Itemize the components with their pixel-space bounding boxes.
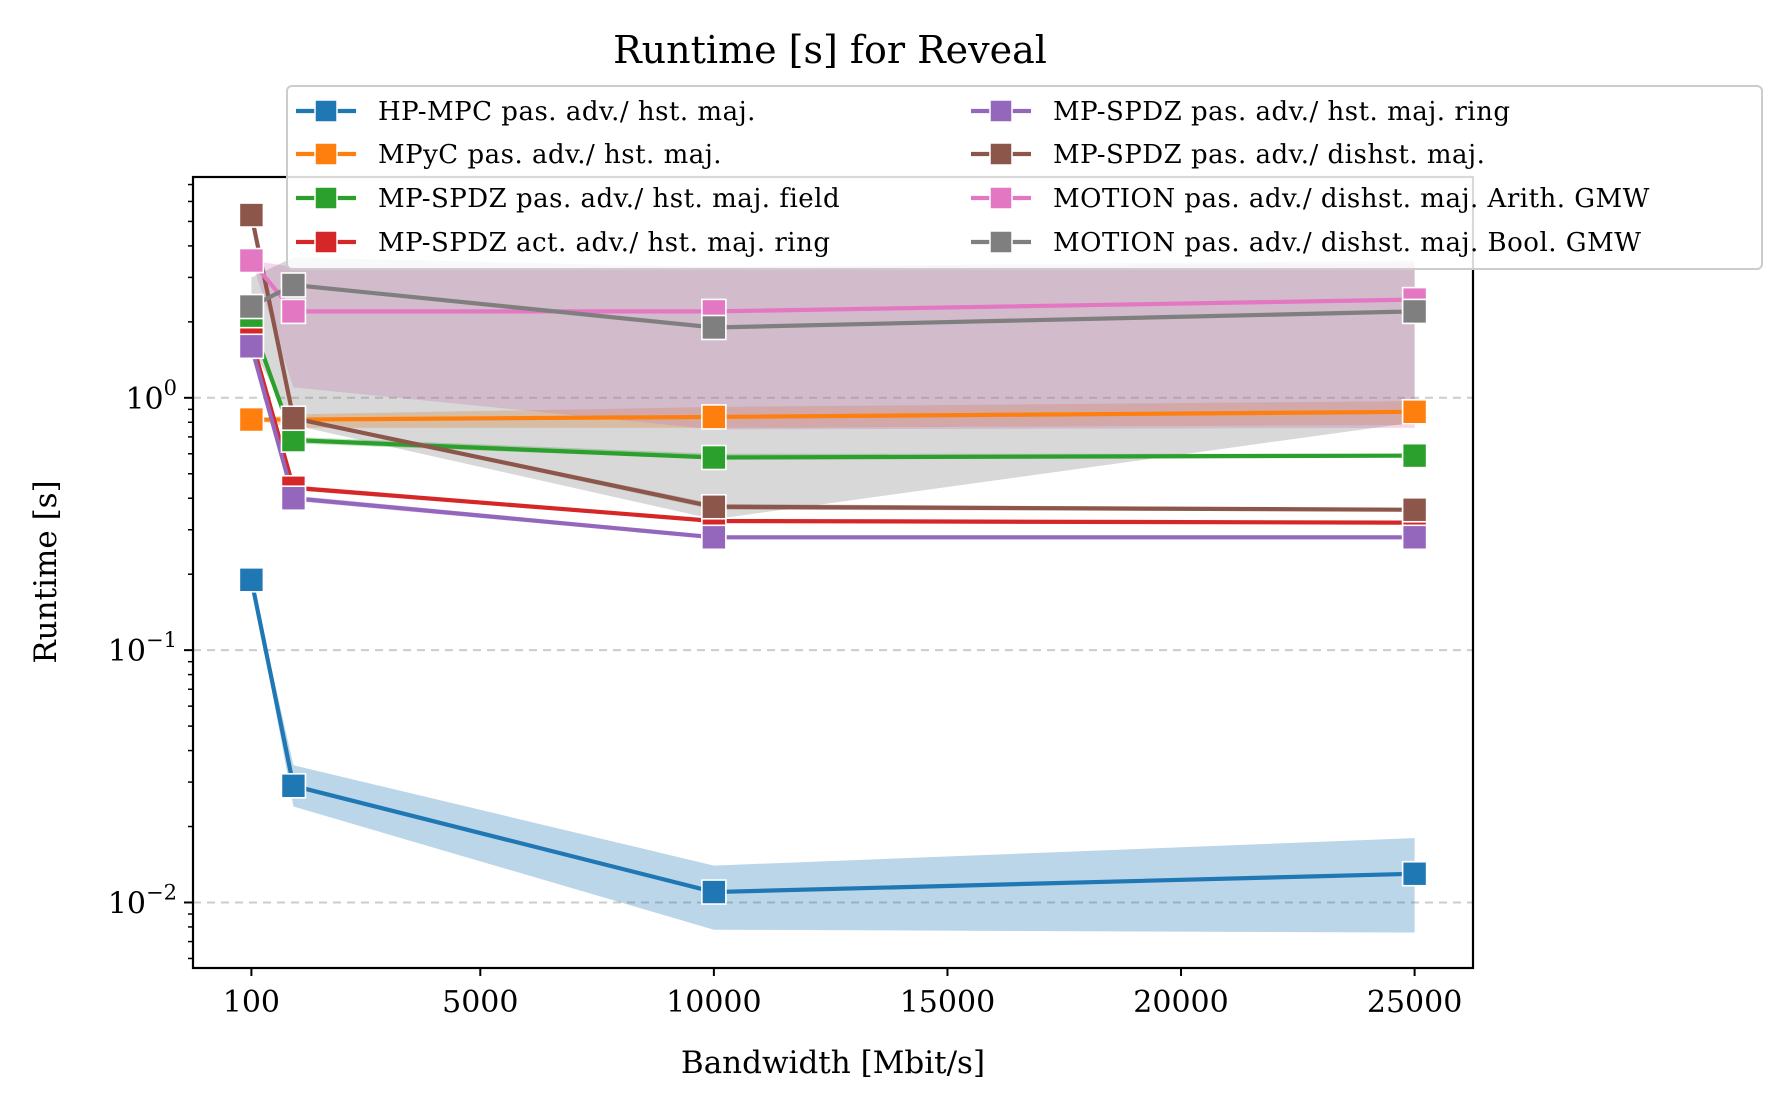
data-point-marker (280, 773, 307, 799)
y-tick-label: 10−1 (108, 628, 177, 669)
confidence-band (251, 257, 1415, 520)
x-axis-label: Bandwidth [Mbit/s] (681, 1045, 985, 1081)
series-line (249, 259, 1415, 314)
y-tick-label: 10−2 (108, 880, 177, 921)
y-tick-label: 100 (125, 376, 177, 417)
series-line (249, 214, 1415, 512)
data-point-marker (238, 406, 265, 433)
x-axis-ticks: 100 5000 10000 15000 20000 25000 (223, 968, 1462, 1020)
data-point-marker (238, 202, 265, 228)
legend-label: MP-SPDZ pas. adv./ hst. maj. ring (1053, 97, 1510, 127)
series-line (249, 339, 1415, 525)
legend-label: HP-MPC pas. adv./ hst. maj. (378, 97, 756, 127)
legend-marker (314, 230, 338, 254)
data-point-marker (1401, 298, 1428, 325)
data-point-marker (701, 493, 727, 520)
data-point-marker (238, 247, 265, 274)
data-point-marker (238, 333, 265, 360)
data-point-marker (701, 314, 727, 341)
confidence-band (251, 321, 1415, 460)
plot-area (191, 175, 1475, 970)
x-tick-label: 15000 (900, 985, 995, 1020)
series-lines (249, 214, 1415, 895)
x-tick-label: 20000 (1133, 985, 1228, 1020)
x-tick-label: 100 (223, 985, 280, 1020)
x-tick-label: 10000 (666, 985, 761, 1020)
confidence-band (251, 579, 1415, 933)
x-tick-label: 5000 (442, 985, 518, 1020)
legend-marker (989, 186, 1013, 210)
data-point-marker (280, 405, 307, 432)
series-line (249, 321, 1415, 460)
legend-box (286, 85, 1763, 270)
data-point-marker (1401, 399, 1428, 425)
data-point-marker (701, 404, 727, 430)
data-point-marker (238, 293, 265, 320)
legend-label: MOTION pas. adv./ dishst. maj. Arith. GM… (1053, 184, 1650, 214)
legend-label: MP-SPDZ act. adv./ hst. maj. ring (378, 228, 830, 258)
legend-label: MPyC pas. adv./ hst. maj. (378, 140, 722, 170)
data-point-marker (238, 567, 265, 593)
legend-marker (989, 230, 1013, 254)
series-line (250, 282, 1415, 330)
legend-label: MP-SPDZ pas. adv./ dishst. maj. (1053, 140, 1485, 170)
data-point-marker (280, 298, 307, 325)
chart-title: Runtime [s] for Reveal (613, 28, 1047, 72)
data-point-marker (280, 272, 307, 298)
data-point-marker (280, 485, 307, 512)
legend-marker (989, 99, 1013, 123)
series-line (249, 579, 1415, 895)
data-point-marker (1401, 442, 1428, 469)
legend-marker (314, 186, 338, 210)
data-point-marker (280, 427, 307, 453)
y-axis-label: Runtime [s] (28, 480, 64, 663)
legend-label: MP-SPDZ pas. adv./ hst. maj. field (378, 184, 840, 214)
data-point-marker (701, 524, 727, 551)
legend-label: MOTION pas. adv./ dishst. maj. Bool. GMW (1053, 228, 1641, 258)
grid-lines (193, 396, 1473, 904)
legend-marker (314, 142, 338, 166)
legend-marker (989, 142, 1013, 166)
data-point-marker (1401, 496, 1428, 523)
data-point-marker (701, 444, 727, 471)
data-point-marker (1401, 860, 1428, 887)
legend-marker (314, 99, 338, 123)
x-tick-label: 25000 (1367, 985, 1462, 1020)
data-point-marker (1401, 524, 1428, 551)
series-line (249, 345, 1415, 540)
y-axis-ticks: 10−2 10−1 100 (108, 183, 193, 960)
data-point-marker (701, 879, 727, 905)
legend: HP-MPC pas. adv./ hst. maj. MPyC pas. adv… (286, 85, 1763, 270)
series-markers (238, 202, 1428, 905)
